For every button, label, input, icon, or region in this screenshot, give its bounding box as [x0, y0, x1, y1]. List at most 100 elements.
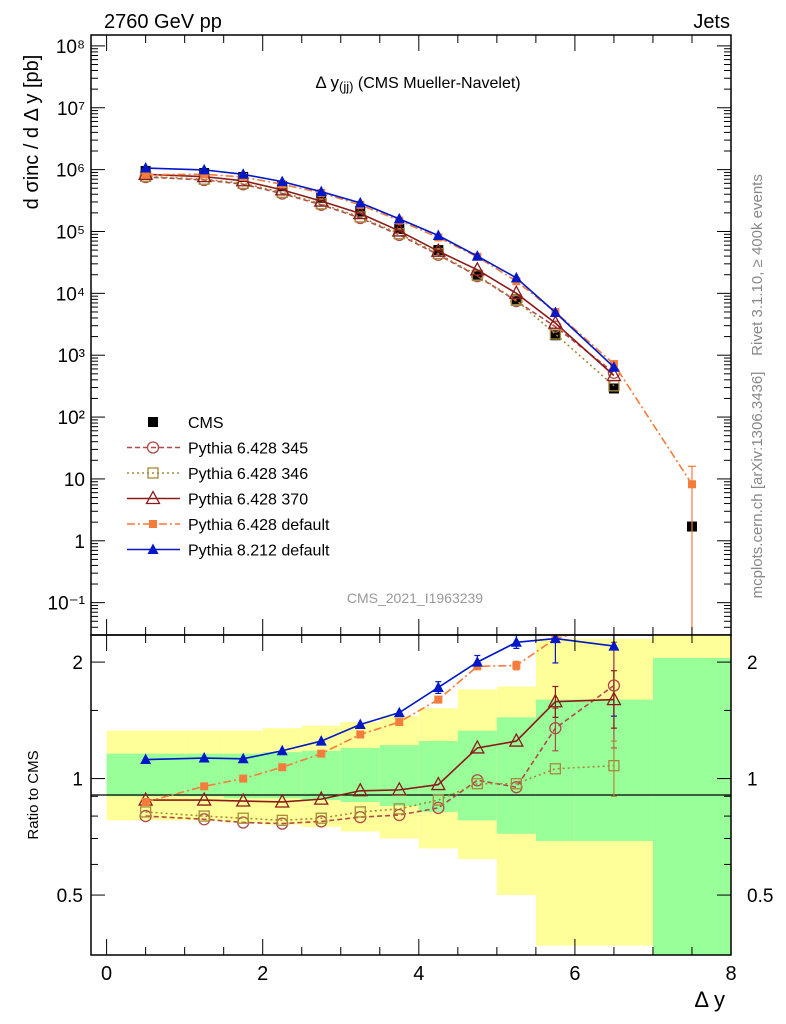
ratio-point — [140, 753, 152, 765]
data-point — [432, 229, 444, 241]
ratio-point — [317, 749, 326, 758]
ratio-y-tick-label: 0.5 — [57, 886, 83, 907]
data-point — [198, 163, 210, 175]
ratio-point — [471, 778, 483, 790]
x-axis-label: Δ y — [694, 987, 725, 1012]
ratio-point — [315, 735, 327, 746]
rivet-label: Rivet 3.1.10, ≥ 400k events — [749, 174, 766, 356]
y-tick-label: 10⁵ — [56, 222, 85, 243]
legend-label: CMS — [188, 415, 224, 432]
ratio-point — [196, 791, 212, 806]
ratio-point — [276, 744, 288, 756]
ratio-point — [549, 763, 562, 775]
ratio-point — [607, 679, 621, 692]
data-point — [315, 185, 327, 197]
ratio-point — [315, 812, 327, 824]
data-point — [433, 245, 444, 256]
y-tick-label: 10⁴ — [56, 284, 85, 305]
data-point — [606, 367, 622, 382]
ratio-y-tick-label-right: 0.5 — [747, 886, 773, 907]
ratio-point — [354, 806, 366, 818]
ratio-y-tick-label-right: 2 — [747, 653, 758, 674]
ratio-line — [145, 764, 614, 822]
ratio-point — [608, 640, 620, 651]
data-point — [352, 205, 368, 220]
ratio-point — [356, 730, 365, 739]
ratio-point — [432, 681, 444, 692]
legend: CMS Pythia 6.428 345 Pythia 6.428 346 Pythi… — [127, 415, 330, 560]
x-tick-label: 4 — [413, 963, 424, 985]
main-plot-frame — [90, 34, 732, 636]
ratio-point — [278, 763, 287, 772]
main-series-group — [138, 162, 697, 635]
ratio-point — [141, 797, 150, 806]
series-pythia-8-212-default — [140, 162, 620, 372]
data-point — [510, 294, 523, 307]
ratio-point — [510, 778, 523, 790]
series-line — [145, 175, 615, 387]
y-tick-label: 10⁻¹ — [48, 594, 86, 615]
ratio-point — [237, 812, 249, 824]
data-point — [141, 170, 150, 179]
ratio-point — [512, 661, 521, 670]
ratio-point — [608, 759, 620, 772]
data-point — [608, 361, 620, 372]
series-line — [145, 176, 615, 374]
data-point — [471, 250, 483, 261]
ratio-point — [393, 706, 405, 718]
ratio-y-tick-label-right: 1 — [747, 770, 758, 791]
ratio-y-axis-label: Ratio to CMS — [25, 750, 42, 839]
ratio-point — [393, 803, 405, 815]
ratio-y-tick-label: 1 — [72, 770, 83, 791]
series-pythia-6-428-346 — [139, 170, 620, 392]
data-point — [508, 284, 524, 299]
ratio-point — [430, 776, 446, 791]
x-tick-label: 2 — [257, 963, 268, 985]
ratio-point — [274, 793, 290, 808]
data-point — [547, 314, 563, 329]
legend-marker — [149, 520, 157, 528]
ratio-plot-frame — [90, 634, 732, 956]
legend-marker — [148, 417, 158, 427]
x-tick-label: 8 — [725, 963, 736, 985]
y-tick-label: 1 — [74, 532, 85, 553]
ratio-plot-panel: 0.5 0.5 1 1 2 2 0 2 4 6 8 Ratio to CMS Δ y — [25, 634, 773, 1012]
legend-label: Pythia 6.428 370 — [188, 492, 308, 509]
data-point — [608, 383, 619, 394]
data-point — [549, 306, 561, 318]
data-point — [393, 212, 405, 224]
data-point — [469, 261, 485, 276]
y-axis-label: d σinc / d Δ y [pb] — [21, 55, 43, 210]
data-point — [510, 271, 522, 283]
ratio-point — [395, 718, 404, 727]
data-point — [354, 196, 366, 208]
legend-marker — [147, 543, 159, 554]
data-point — [276, 175, 288, 187]
y-tick-label: 10⁷ — [57, 99, 85, 120]
ratio-point — [235, 792, 251, 807]
ratio-point — [139, 806, 152, 818]
series-line — [145, 173, 615, 377]
x-tick-label: 0 — [101, 963, 112, 985]
ratio-line — [145, 637, 615, 761]
band-green — [496, 717, 536, 834]
ratio-point — [547, 693, 563, 708]
legend-marker — [145, 490, 161, 505]
y-tick-label: 10⁶ — [56, 161, 85, 182]
band-green — [457, 730, 497, 821]
legend-label: Pythia 6.428 default — [188, 517, 330, 534]
data-point — [316, 192, 327, 203]
ratio-line — [145, 635, 574, 803]
ratio-line — [145, 698, 614, 803]
ratio-point — [354, 718, 366, 729]
main-plot-panel: 10⁻¹ 1 10 10² 10³ 10⁴ 10⁵ 10⁶ 10⁷ 10⁸ Δ y(jj) (CM… — [21, 34, 732, 636]
series-pythia-6-428-345 — [139, 170, 621, 379]
category-label: Jets — [693, 11, 730, 33]
ratio-point — [198, 752, 210, 763]
series-pythia-6-428-370 — [138, 165, 622, 382]
ratio-pythia-8-212-default — [140, 635, 620, 765]
ratio-point — [239, 774, 248, 783]
ratio-point — [276, 814, 288, 826]
ratio-point — [198, 810, 210, 822]
